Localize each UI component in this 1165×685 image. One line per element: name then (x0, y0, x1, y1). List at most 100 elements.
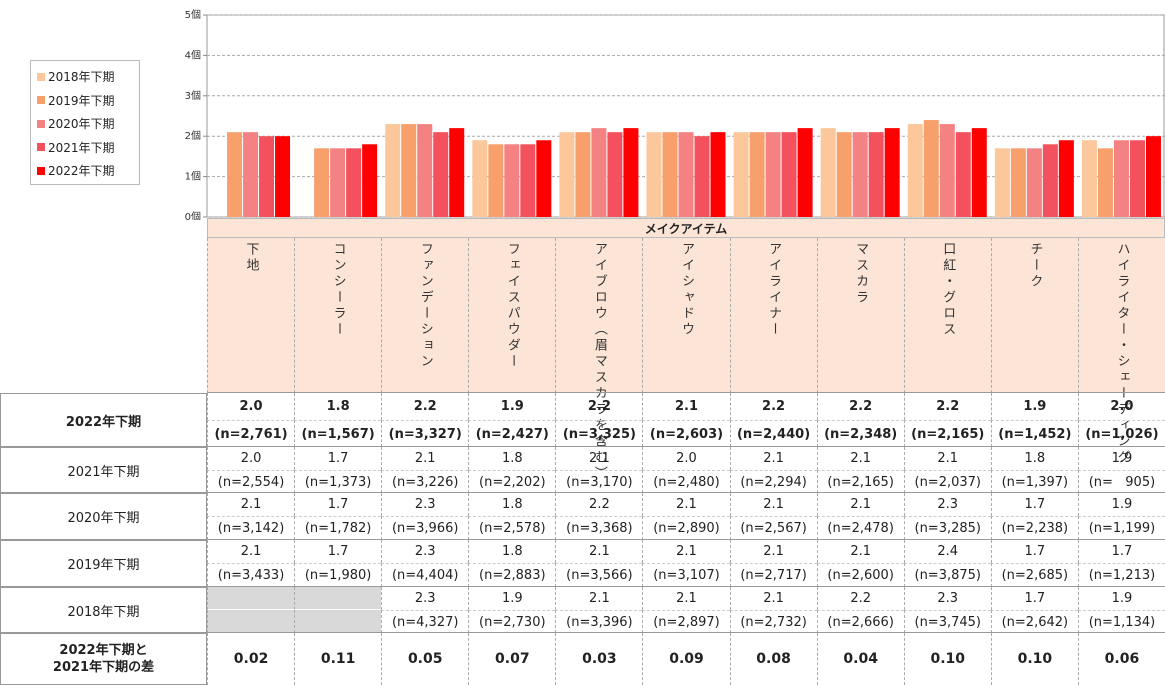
value-cell: 2.0 (207, 447, 294, 470)
legend-label: 2021年下期 (48, 140, 115, 155)
n-cell: (n=3,325) (555, 420, 643, 447)
legend-swatch (37, 119, 45, 128)
n-cell: (n=3,433) (207, 563, 295, 587)
value-cell: 2.1 (642, 587, 729, 610)
value-cell: 1.7 (294, 447, 381, 470)
bar (1026, 148, 1042, 217)
n-cell: (n=2,730) (468, 610, 556, 633)
value-cell: 2.1 (729, 493, 817, 516)
bar (1010, 148, 1026, 217)
legend-label: 2019年下期 (48, 93, 115, 108)
category-cell: 下地 (207, 238, 295, 393)
x-axis-label: メイクアイテム (207, 218, 1165, 238)
n-cell: (n=2,732) (729, 610, 817, 633)
bar (678, 132, 694, 217)
bar (749, 132, 765, 217)
n-cell: (n=2,348) (816, 420, 904, 447)
value-cell: 1.8 (468, 540, 555, 563)
value-cell: 1.9 (1077, 493, 1165, 516)
value-cell: 1.8 (468, 447, 555, 470)
value-cell: 2.2 (381, 393, 468, 420)
bar (449, 128, 465, 217)
n-cell: (n=1,980) (294, 563, 382, 587)
bar (559, 132, 575, 217)
n-cell: (n=1,782) (294, 516, 382, 540)
y-tick-label: 2個 (185, 129, 201, 142)
value-cell: 1.7 (990, 587, 1078, 610)
n-cell: (n=3,875) (903, 563, 991, 587)
category-cell: コンシーラー (294, 238, 382, 393)
category-label: アイブロウ（眉マスカラを含む） (591, 242, 607, 482)
n-cell: (n=2,600) (816, 563, 904, 587)
category-label: コンシーラー (330, 242, 346, 338)
chart: 0個 1個 2個 3個 4個 5個 (185, 8, 1165, 220)
n-cell: (n=3,396) (555, 610, 643, 633)
legend-item: 2021年下期 (37, 136, 139, 160)
n-cell: (n=2,642) (990, 610, 1078, 633)
value-cell: 1.9 (990, 393, 1078, 420)
value-cell: 2.1 (642, 393, 729, 420)
value-cell: 2.1 (816, 447, 904, 470)
value-cell: 2.4 (903, 540, 991, 563)
y-tick-label: 3個 (185, 89, 201, 102)
n-cell: (n=2,717) (729, 563, 817, 587)
diff-cell: 0.03 (555, 633, 642, 685)
value-cell: 2.0 (642, 447, 729, 470)
bar (955, 132, 971, 217)
bar (536, 140, 552, 217)
n-cell: (n=2,427) (468, 420, 556, 447)
value-cell: 1.9 (468, 587, 555, 610)
category-cell: アイシャドウ (642, 238, 730, 393)
bar (1081, 140, 1097, 217)
bar (923, 120, 939, 217)
bar (781, 132, 797, 217)
row-label: 2021年下期 (0, 447, 207, 493)
bar (591, 128, 607, 217)
category-cell: 口紅・グロス (903, 238, 991, 393)
empty-cell (294, 610, 382, 633)
n-cell: (n=4,327) (381, 610, 469, 633)
bar (346, 148, 362, 217)
category-label: チーク (1027, 242, 1043, 290)
diff-cell: 0.08 (729, 633, 817, 685)
diff-cell: 0.02 (207, 633, 294, 685)
bar (1042, 144, 1058, 217)
n-cell: (n=1,373) (294, 470, 382, 493)
y-tick-label: 0個 (185, 210, 201, 220)
diff-cell: 0.10 (990, 633, 1078, 685)
bar (1097, 148, 1113, 217)
category-cell: チーク (990, 238, 1078, 393)
n-cell: (n=2,761) (207, 420, 295, 447)
row-label: 2019年下期 (0, 540, 207, 587)
value-cell: 2.1 (729, 447, 817, 470)
value-cell: 1.9 (1077, 447, 1165, 470)
bar (820, 128, 836, 217)
n-cell: (n=2,666) (816, 610, 904, 633)
value-cell: 2.3 (381, 540, 468, 563)
n-cell: (n= 905) (1077, 470, 1165, 493)
category-label: マスカラ (853, 242, 869, 306)
legend-swatch (37, 96, 45, 105)
legend-item: 2020年下期 (37, 112, 139, 136)
category-label: ファンデーション (417, 242, 433, 370)
y-tick-label: 1個 (185, 170, 201, 183)
n-cell: (n=1,452) (990, 420, 1078, 447)
bar (710, 132, 726, 217)
value-cell: 2.2 (816, 587, 904, 610)
value-cell: 2.2 (903, 393, 991, 420)
bar (623, 128, 639, 217)
n-cell: (n=3,226) (381, 470, 469, 493)
n-cell: (n=3,327) (381, 420, 469, 447)
n-cell: (n=1,567) (294, 420, 382, 447)
bar (607, 132, 623, 217)
bar (401, 124, 417, 217)
bar (884, 128, 900, 217)
n-cell: (n=2,567) (729, 516, 817, 540)
n-cell: (n=3,285) (903, 516, 991, 540)
value-cell: 2.1 (903, 447, 991, 470)
bar (1058, 140, 1074, 217)
row-border (207, 392, 1165, 393)
n-cell: (n=2,165) (903, 420, 991, 447)
n-cell: (n=1,397) (990, 470, 1078, 493)
